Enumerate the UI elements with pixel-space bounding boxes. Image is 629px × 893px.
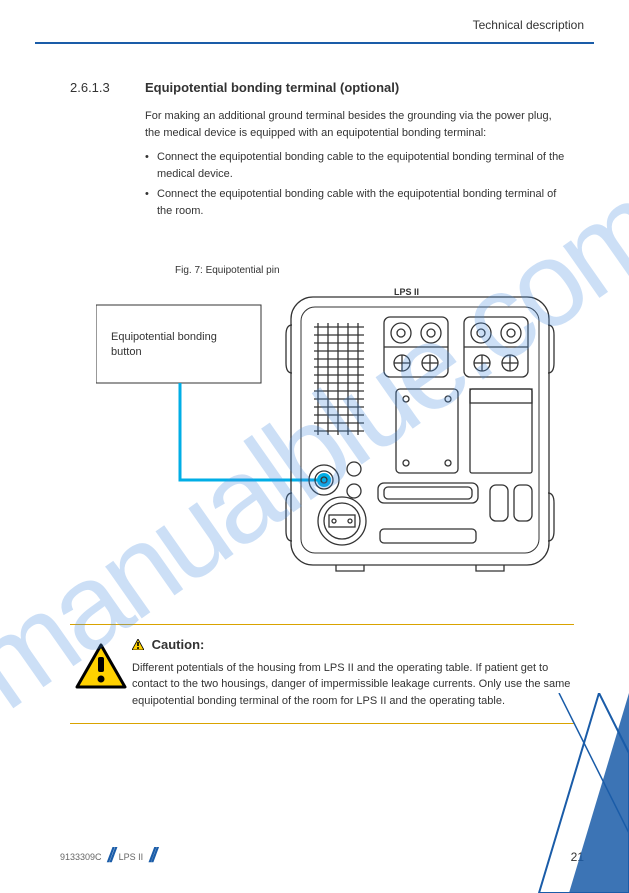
callout-text-1: Equipotential bonding <box>111 331 217 343</box>
header-rule <box>35 42 594 44</box>
vent-grid <box>314 323 364 435</box>
warning-triangle-icon <box>75 643 127 689</box>
callout-dot <box>317 473 331 487</box>
figure-caption: Fig. 7: Equipotential pin <box>175 265 280 276</box>
corner-accent <box>499 693 629 893</box>
bullet: • <box>145 186 157 219</box>
running-title: Technical description <box>473 18 584 32</box>
list-item: • Connect the equipotential bonding cabl… <box>145 149 569 182</box>
warning-small-icon <box>132 636 144 656</box>
list-item-text: Connect the equipotential bonding cable … <box>157 186 569 219</box>
callout-text-2: button <box>111 346 142 358</box>
lps-label: LPS II <box>394 287 419 297</box>
bullet: • <box>145 149 157 182</box>
connector-block-left <box>384 317 448 377</box>
device-body: LPS II <box>286 287 554 571</box>
intro-paragraph: For making an additional ground terminal… <box>145 108 569 141</box>
section-title: Equipotential bonding terminal (optional… <box>145 80 399 95</box>
footer-code: 9133309C <box>60 852 102 862</box>
warning-title: Caution: <box>152 637 205 652</box>
footer-product: LPS II <box>119 852 144 862</box>
connector-block-right <box>464 317 528 377</box>
warning-title-row: Caution: <box>132 635 574 656</box>
footer-slashes: // <box>108 845 113 868</box>
warning-icon-col <box>70 635 132 709</box>
body-text: For making an additional ground terminal… <box>145 108 569 223</box>
callout-box <box>96 305 261 383</box>
section-number: 2.6.1.3 <box>70 80 110 95</box>
device-diagram: Equipotential bonding button LPS II <box>96 285 564 580</box>
footer-slashes: // <box>149 845 154 868</box>
list-item: • Connect the equipotential bonding cabl… <box>145 186 569 219</box>
list-item-text: Connect the equipotential bonding cable … <box>157 149 569 182</box>
